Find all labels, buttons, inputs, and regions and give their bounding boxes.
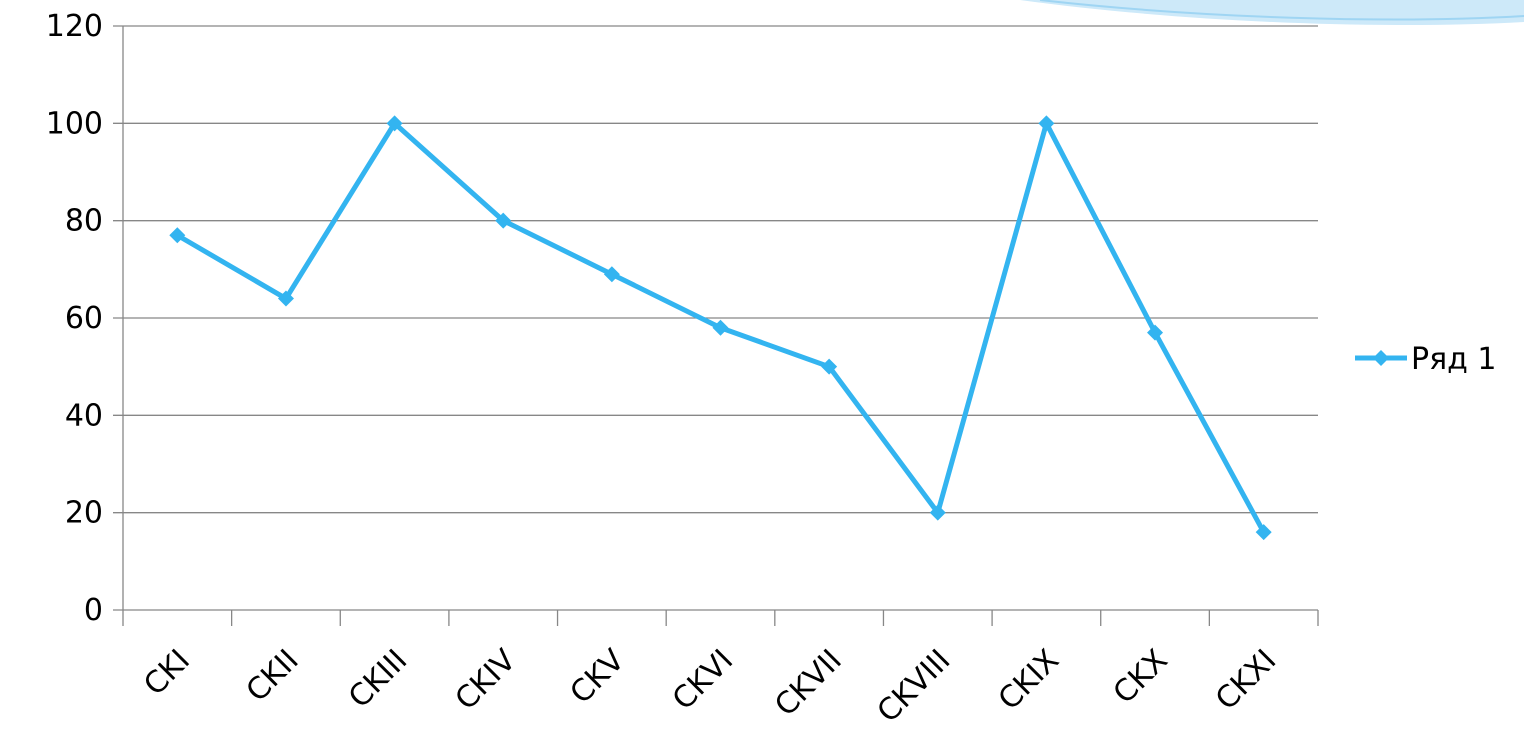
axes — [122, 26, 1319, 626]
decorative-swoosh — [1020, 0, 1524, 26]
data-point — [929, 504, 946, 521]
x-tick-label: CKVIII — [871, 643, 958, 730]
series-layer — [169, 115, 1272, 541]
gridlines — [113, 25, 1318, 611]
legend-label: Ряд 1 — [1411, 342, 1497, 377]
y-tick-label: 40 — [65, 398, 103, 433]
x-tick-label: CKVII — [768, 643, 848, 723]
x-tick-label: CKX — [1107, 643, 1175, 711]
data-point — [495, 212, 512, 229]
y-tick-label: 80 — [65, 204, 103, 239]
data-point — [1038, 115, 1055, 132]
y-tick-label: 100 — [46, 106, 103, 141]
x-tick-label: CKI — [137, 643, 197, 703]
x-tick-label: CKII — [240, 643, 306, 709]
x-tick-label: CKIII — [342, 643, 414, 715]
x-axis-ticks: CKI CKII CKIII CKIV CKV CKVI CKVII CKVIII CKIX CK… — [137, 643, 1283, 730]
data-point — [277, 290, 294, 307]
data-point — [169, 227, 186, 244]
legend-marker — [1373, 350, 1389, 366]
x-tick-label: CKIX — [992, 643, 1066, 717]
y-tick-label: 60 — [65, 301, 103, 336]
data-point — [1147, 324, 1164, 341]
x-tick-label: CKIV — [449, 643, 524, 718]
data-point — [821, 358, 838, 375]
data-point — [603, 266, 620, 283]
data-point — [386, 115, 403, 132]
data-point — [712, 319, 729, 336]
decorative-swoosh-line — [1039, 0, 1524, 21]
y-tick-label: 120 — [46, 9, 103, 44]
y-axis-ticks: 0 20 40 60 80 100 120 — [46, 9, 103, 628]
legend: Ряд 1 — [1355, 342, 1497, 377]
x-tick-label: CKVI — [666, 643, 740, 717]
x-tick-label: CKXI — [1209, 643, 1283, 717]
x-tick-label: CKV — [564, 643, 632, 711]
y-tick-label: 0 — [84, 593, 103, 628]
data-point — [1255, 524, 1272, 541]
y-tick-label: 20 — [65, 496, 103, 531]
